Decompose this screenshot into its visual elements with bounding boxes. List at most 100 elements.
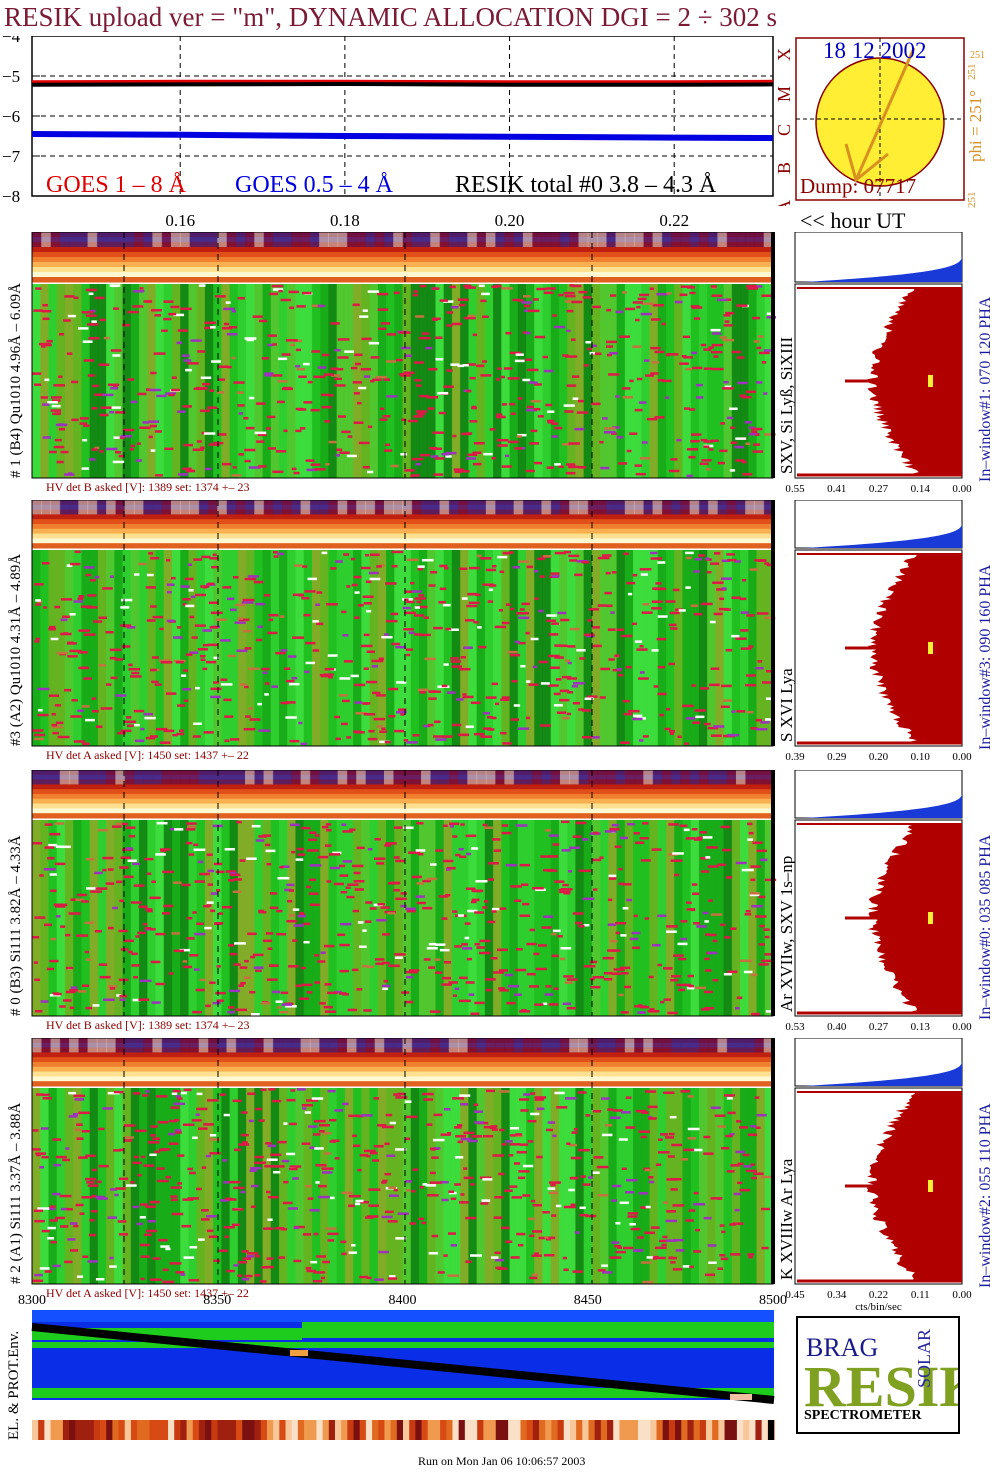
- detector-1-window-label: In–window#1: 070 120 PHA: [977, 296, 994, 482]
- hour-tick-labels: 0.16 0.18 0.20 0.22: [165, 211, 689, 230]
- env-xtick-4: 8500: [759, 1293, 787, 1308]
- goes-class-B: B: [774, 162, 790, 174]
- goes-lightcurve-chart: −4 −5 −6 −7 −8 X M C B A: [2, 36, 790, 206]
- sun-panel: [795, 37, 965, 201]
- env-band-green-mid: [32, 1342, 774, 1348]
- phi-direction-line: [854, 47, 916, 181]
- goes-class-M: M: [774, 86, 790, 102]
- detector-0-window-label: In–window#0: 035 085 PHA: [977, 834, 994, 1020]
- detector-0-profile-strip: [32, 770, 774, 819]
- detector-2-pha-histogram: [794, 1087, 963, 1285]
- goes-series-2: [31, 81, 774, 87]
- detector-0-vertical-label: # 0 (B3) Si111 3.82Å – 4.33Å: [8, 835, 24, 1016]
- goes-series-1: [31, 131, 774, 141]
- detector-1-pha-tick-0: 0.55: [785, 483, 805, 495]
- detector-2-vertical-label: # 2 (A1) Si111 3.37Å – 3.88Å: [8, 1102, 24, 1284]
- env-marker-2: [730, 1394, 752, 1400]
- detector-3-pha-tick-0: 0.39: [785, 751, 805, 763]
- hour-tick-2: 0.20: [495, 211, 525, 230]
- detector-3-pha-tick-4: 0.00: [952, 751, 972, 763]
- detector-0-pha-tick-4: 0.00: [952, 1021, 972, 1033]
- dump-number: Dump: 07717: [800, 174, 917, 198]
- detector-3-pha-top: [794, 500, 963, 549]
- detector-2-spectrogram: [32, 1088, 774, 1284]
- env-panel: 8300 8350 8400 8450 8500: [18, 1293, 787, 1440]
- detector-2-hv-text: HV det A asked [V]: 1450 set: 1437 +– 22: [46, 1286, 249, 1300]
- env-color-strip: [32, 1420, 775, 1440]
- goes-ytick-label-0: −4: [2, 36, 21, 46]
- env-xtick-2: 8400: [389, 1293, 417, 1308]
- detector-1-profile-strip: [32, 232, 774, 283]
- detector-0-pha-tick-0: 0.53: [785, 1021, 805, 1033]
- detector-1-hv-text: HV det B asked [V]: 1389 set: 1374 +– 23: [46, 480, 250, 494]
- goes-class-labels: X M C B A: [774, 48, 790, 206]
- detector-1-chart: HV det B asked [V]: 1389 set: 1374 +– 23…: [8, 232, 994, 495]
- detector-3-hv-text: HV det A asked [V]: 1450 set: 1437 +– 22: [46, 748, 249, 762]
- logo-big-letters: RESIK: [804, 1354, 958, 1419]
- detector-0-pha-top: [794, 770, 963, 819]
- detector-1-spectrogram: [32, 284, 778, 478]
- env-xtick-0: 8300: [18, 1293, 46, 1308]
- hour-axis: 0.16 0.18 0.20 0.22: [165, 211, 689, 230]
- run-timestamp: Run on Mon Jan 06 10:06:57 2003: [418, 1454, 586, 1468]
- detector-1-pha-top: [794, 232, 963, 283]
- detector-1-pha-tick-4: 0.00: [952, 483, 972, 495]
- env-band-top: [32, 1310, 774, 1322]
- logo-small-letters: BRAG: [806, 1333, 878, 1362]
- env-vertical-label: EL. & PROT.Env.: [6, 1330, 22, 1440]
- detector-2-pha-tick-3: 0.11: [911, 1289, 930, 1301]
- goes-class-A: A: [774, 200, 790, 206]
- detector-2-window-label: In–window#2: 055 110 PHA: [977, 1103, 994, 1288]
- detector-0-hv-text: HV det B asked [V]: 1389 set: 1374 +– 23: [46, 1018, 250, 1032]
- sun-date: 18 12 2002: [823, 38, 927, 63]
- goes-class-C: C: [774, 124, 790, 136]
- detector-0-pha-tick-3: 0.13: [911, 1021, 931, 1033]
- hour-tick-1: 0.18: [330, 211, 360, 230]
- env-diagonal-trace: [31, 1323, 775, 1404]
- detector-1-line-label: SXV, Si Lyß, SiXIII: [777, 337, 796, 474]
- hour-tick-3: 0.22: [659, 211, 689, 230]
- hour-axis-label: << hour UT: [800, 208, 906, 233]
- phi-small-right: 251: [970, 50, 985, 61]
- phi-arrow-head: [844, 143, 889, 183]
- detector-2-pha-tick-0: 0.45: [785, 1289, 805, 1301]
- detector-3-pha-tick-2: 0.20: [869, 751, 889, 763]
- detector-2-profile-strip: [32, 1038, 774, 1087]
- detector-3-line-label: S XVI Lya: [777, 668, 796, 742]
- legend-goes-short: GOES 0.5 – 4 Å: [235, 172, 394, 198]
- detector-1-pha-histogram: [794, 283, 963, 479]
- detector-1-pha-tick-2: 0.27: [869, 483, 889, 495]
- detector-1-pha-tick-1: 0.41: [827, 483, 846, 495]
- logo-spectrometer: SPECTROMETER: [804, 1408, 922, 1423]
- detector-1-pha-tick-3: 0.14: [911, 483, 931, 495]
- detector-3-chart: HV det A asked [V]: 1450 set: 1437 +– 22…: [8, 500, 994, 763]
- detector-2-pha-tick-4: 0.00: [952, 1289, 972, 1301]
- goes-ytick-label-3: −7: [2, 147, 21, 166]
- detector-0-pha-tick-1: 0.40: [827, 1021, 847, 1033]
- detector-2-line-label: K XVIIIw Ar Lya: [777, 1158, 796, 1280]
- env-xtick-1: 8350: [203, 1293, 231, 1308]
- hour-tick-0: 0.16: [165, 211, 195, 230]
- env-band-green-right: [302, 1322, 774, 1338]
- detector-2-pha-top: [794, 1038, 963, 1087]
- goes-ytick-label-2: −6: [2, 107, 20, 126]
- detector-3-window-label: In–window#3: 090 160 PHA: [977, 564, 994, 750]
- logo-solar: SOLAR: [914, 1329, 934, 1388]
- logo-art: BRAG RESIK SOLAR: [800, 1320, 985, 1419]
- detector-3-profile-strip: [32, 500, 774, 549]
- page-title: RESIK upload ver = "m", DYNAMIC ALLOCATI…: [4, 2, 778, 32]
- detector-2-chart: HV det A asked [V]: 1450 set: 1437 +– 22…: [8, 1038, 994, 1313]
- env-band-green-bottom: [32, 1388, 774, 1398]
- goes-grid: [32, 36, 773, 196]
- detector-2-pha-tick-1: 0.34: [827, 1289, 847, 1301]
- detector-1-vertical-label: # 1 (B4) Qu1010 4.96Å – 6.09Å: [8, 283, 24, 478]
- detector-0-pha-histogram: [794, 819, 963, 1017]
- legend-resik: RESIK total #0 3.8 – 4.3 Å: [455, 172, 717, 198]
- detector-3-pha-tick-3: 0.10: [911, 751, 931, 763]
- phi-label: phi = 251°: [966, 89, 985, 162]
- detector-0-spectrogram: [32, 820, 777, 1016]
- env-marker-1: [290, 1350, 308, 1356]
- goes-y-ticks: −4 −5 −6 −7 −8: [2, 36, 40, 206]
- detector-2-pha-xlabel: cts/bin/sec: [855, 1301, 902, 1313]
- env-xtick-3: 8450: [574, 1293, 602, 1308]
